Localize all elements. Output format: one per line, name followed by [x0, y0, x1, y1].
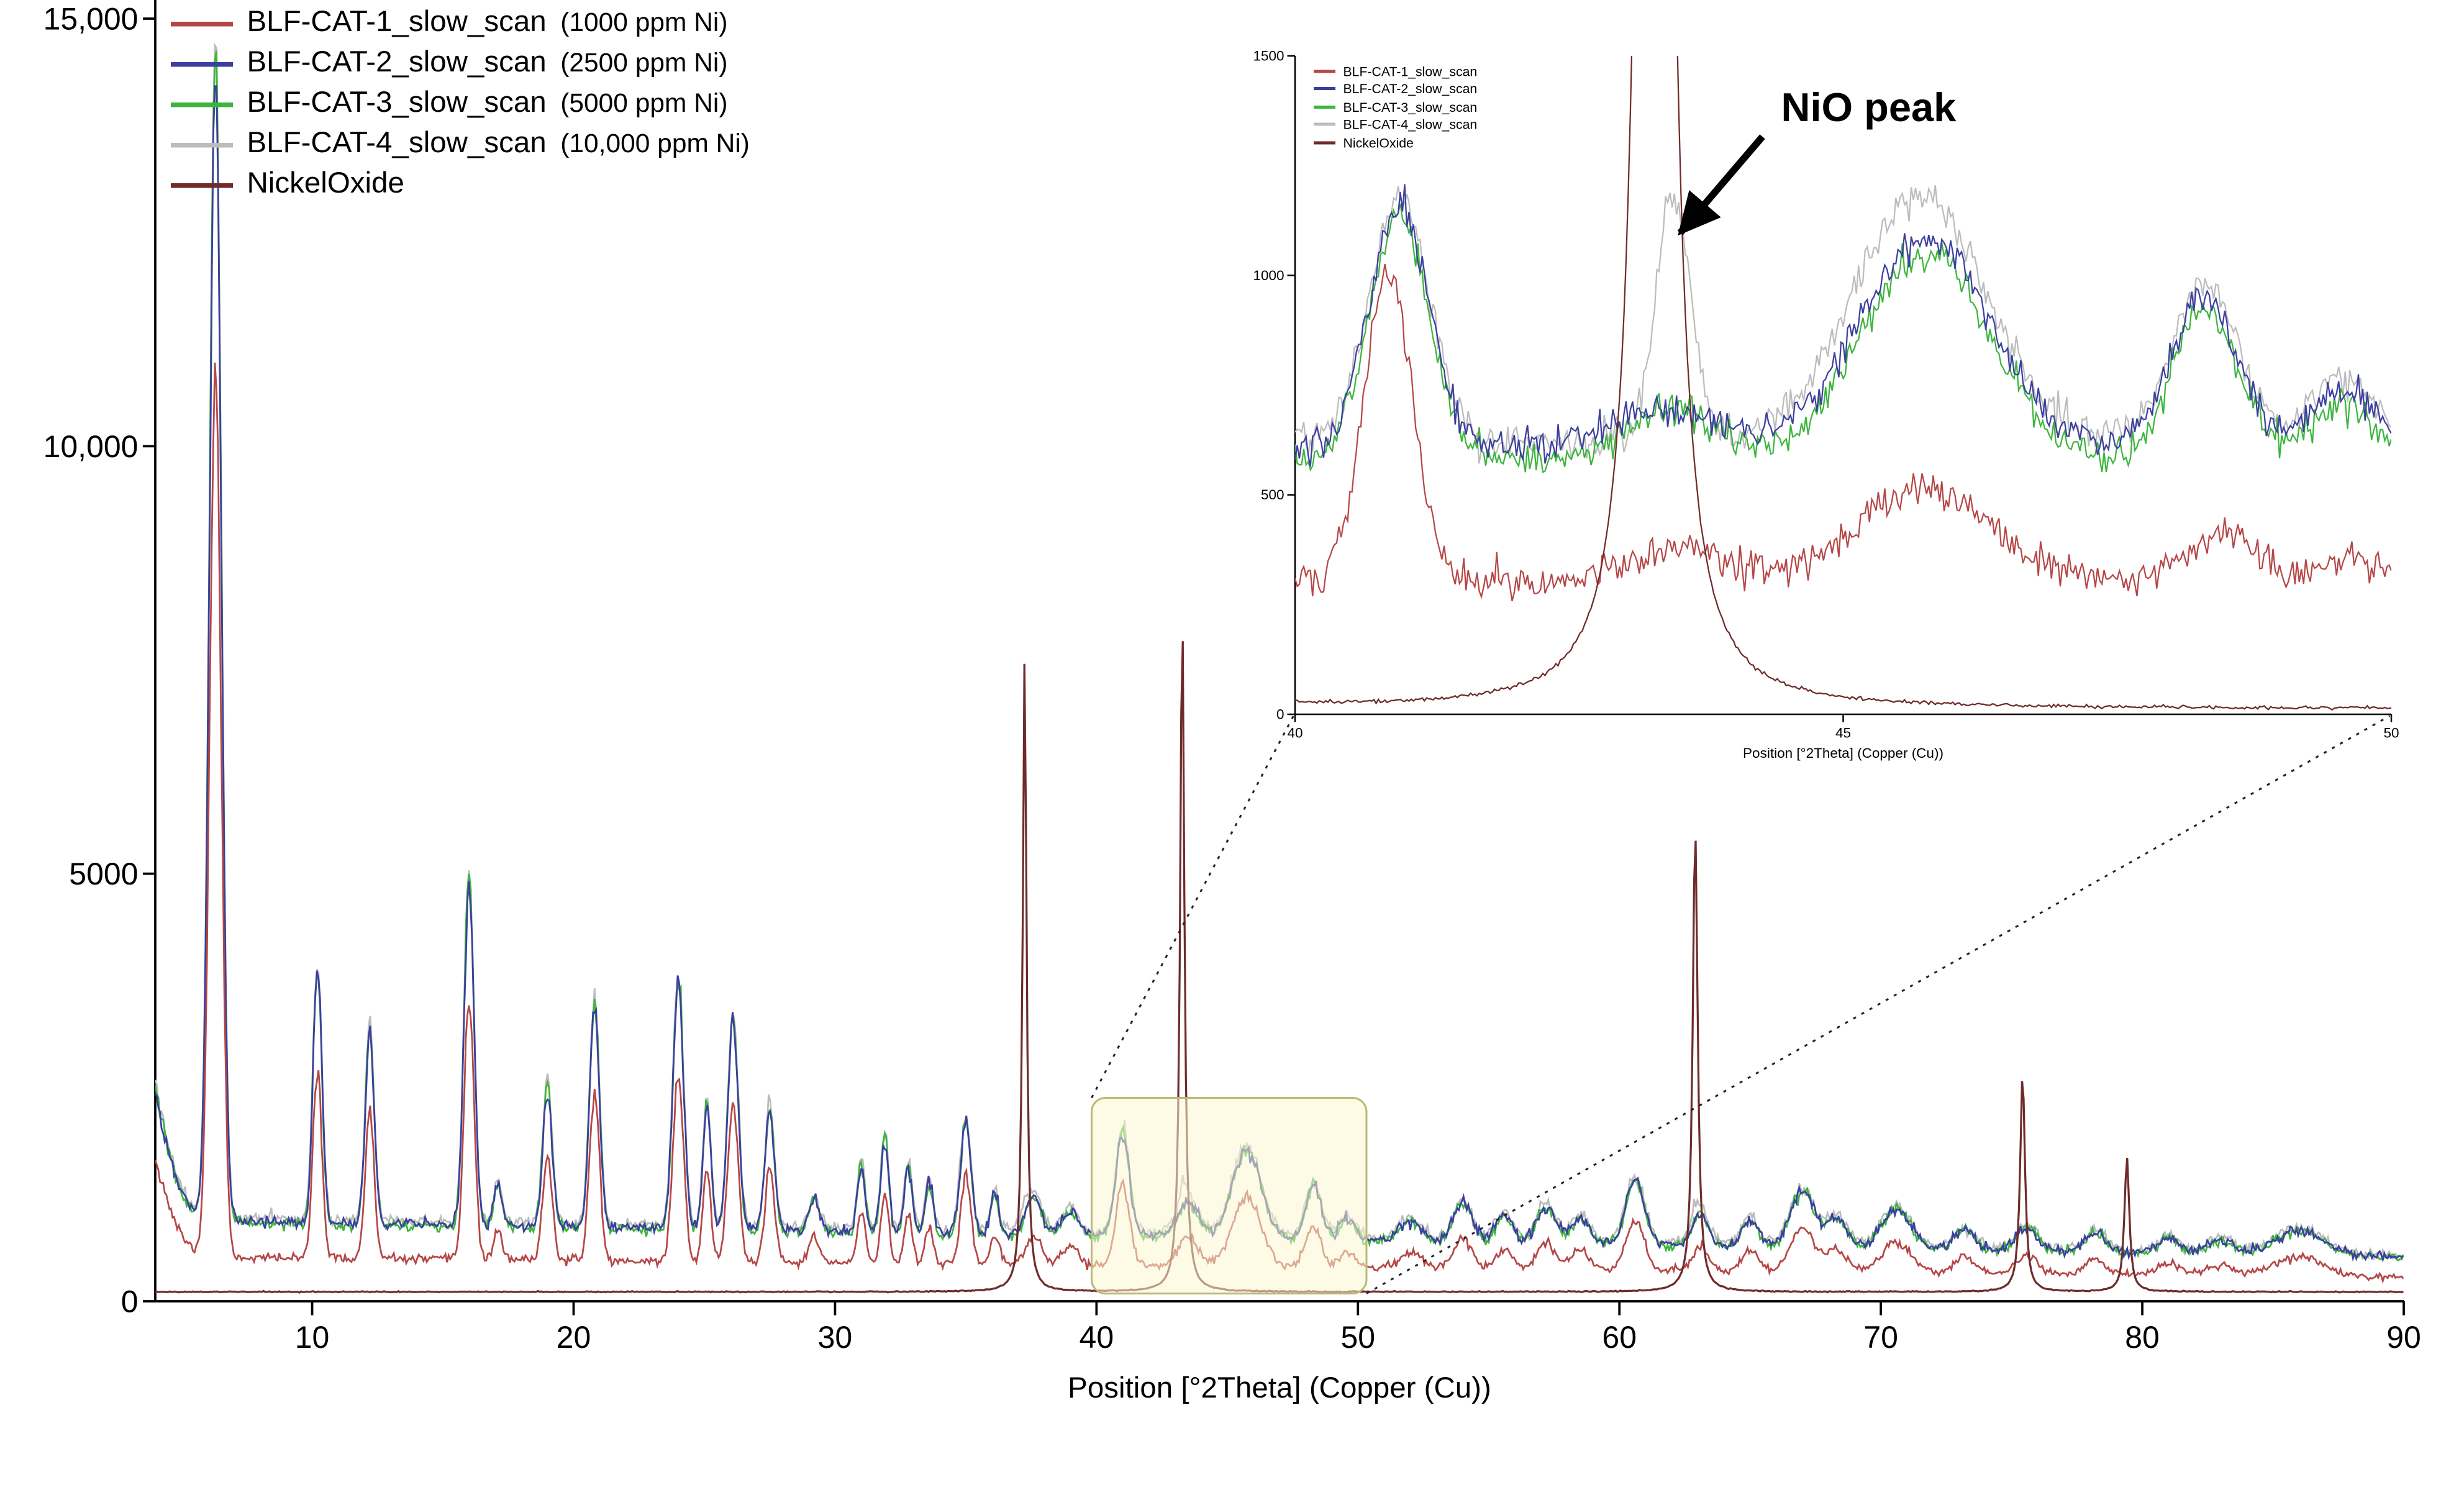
nio-peak-arrow [1677, 134, 1765, 236]
inset-y-tick-label: 1500 [1253, 48, 1284, 64]
inset-y-tick-label: 0 [1276, 707, 1284, 722]
inset-legend-item-blf-cat-4: BLF-CAT-4_slow_scan [1314, 116, 1477, 134]
legend-item-blf-cat-1: BLF-CAT-1_slow_scan (1000 ppm Ni) [171, 3, 750, 43]
inset-x-tick-label: 50 [2383, 725, 2399, 741]
x-tick-label: 30 [818, 1320, 853, 1355]
x-tick-label: 50 [1340, 1320, 1375, 1355]
legend-label: BLF-CAT-3_slow_scan [247, 87, 547, 120]
inset-legend-item-blf-cat-3: BLF-CAT-3_slow_scan [1314, 98, 1477, 116]
inset-y-tick-label: 1000 [1253, 268, 1284, 283]
inset-x-tick-label: 45 [1835, 725, 1851, 741]
zoom-connector-right [1366, 715, 2391, 1294]
legend-swatch-nickel-oxide [171, 182, 233, 188]
legend-item-blf-cat-3: BLF-CAT-3_slow_scan (5000 ppm Ni) [171, 84, 750, 124]
y-tick-label: 5000 [69, 857, 138, 891]
inset-x-tick-label: 40 [1287, 725, 1302, 741]
y-tick-label: 10,000 [43, 429, 139, 464]
inset-legend-swatch-blf-cat-2 [1314, 87, 1335, 91]
legend-item-blf-cat-4: BLF-CAT-4_slow_scan (10,000 ppm Ni) [171, 124, 750, 165]
inset-legend-label: BLF-CAT-4_slow_scan [1343, 117, 1478, 133]
legend-label: NickelOxide [247, 168, 404, 201]
legend-label: BLF-CAT-2_slow_scan [247, 47, 547, 80]
series-blf-cat-2-inset [1295, 184, 2391, 467]
x-tick-label: 90 [2386, 1320, 2421, 1355]
inset-legend-label: NickelOxide [1343, 134, 1414, 150]
zoom-connector-left [1091, 715, 1294, 1099]
legend-ppm: (2500 ppm Ni) [560, 48, 728, 78]
highlight-region [1091, 1097, 1368, 1294]
y-tick-label: 15,000 [43, 1, 139, 36]
x-tick-label: 60 [1602, 1320, 1637, 1355]
inset-legend-label: BLF-CAT-3_slow_scan [1343, 99, 1478, 115]
inset-y-tick-label: 500 [1261, 487, 1284, 502]
series-nickel-oxide-inset [1295, 56, 2391, 711]
x-axis-title: Position [°2Theta] (Copper (Cu)) [1068, 1373, 1491, 1406]
x-tick-label: 10 [295, 1320, 330, 1355]
inset-legend-item-blf-cat-2: BLF-CAT-2_slow_scan [1314, 80, 1477, 98]
legend-swatch-blf-cat-2 [171, 61, 233, 66]
legend-ppm: (1000 ppm Ni) [560, 7, 728, 38]
x-tick-label: 70 [1863, 1320, 1898, 1355]
main-legend: BLF-CAT-1_slow_scan (1000 ppm Ni) BLF-CAT-… [171, 3, 750, 205]
y-tick-label: 0 [121, 1284, 139, 1319]
inset-legend-label: BLF-CAT-1_slow_scan [1343, 63, 1478, 79]
nio-peak-annotation: NiO peak [1781, 84, 1957, 130]
legend-swatch-blf-cat-3 [171, 101, 233, 107]
x-tick-label: 40 [1080, 1320, 1114, 1355]
inset-legend-label: BLF-CAT-2_slow_scan [1343, 81, 1478, 97]
inset-legend-swatch-blf-cat-1 [1314, 69, 1335, 73]
legend-swatch-blf-cat-4 [171, 142, 233, 147]
inset-series-group [1295, 56, 2391, 711]
legend-ppm: (10,000 ppm Ni) [560, 129, 750, 159]
x-tick-label: 20 [557, 1320, 591, 1355]
legend-ppm: (5000 ppm Ni) [560, 88, 728, 119]
inset-legend-swatch-nickel-oxide [1314, 140, 1335, 144]
x-tick-label: 80 [2125, 1320, 2160, 1355]
inset-legend-swatch-blf-cat-3 [1314, 105, 1335, 109]
legend-label: BLF-CAT-4_slow_scan [247, 127, 547, 160]
inset-legend-swatch-blf-cat-4 [1314, 123, 1335, 127]
series-blf-cat-1-inset [1295, 263, 2391, 602]
inset-x-axis-title: Position [°2Theta] (Copper (Cu)) [1743, 745, 1943, 761]
legend-label: BLF-CAT-1_slow_scan [247, 6, 547, 39]
inset-legend-item-blf-cat-1: BLF-CAT-1_slow_scan [1314, 62, 1477, 80]
inset-background [1276, 12, 2401, 770]
inset-legend-item-nickel-oxide: NickelOxide [1314, 134, 1477, 152]
legend-item-blf-cat-2: BLF-CAT-2_slow_scan (2500 ppm Ni) [171, 43, 750, 84]
legend-item-nickel-oxide: NickelOxide [171, 165, 750, 205]
legend-swatch-blf-cat-1 [171, 20, 233, 26]
inset-legend: BLF-CAT-1_slow_scan BLF-CAT-2_slow_scan BL… [1314, 62, 1477, 152]
